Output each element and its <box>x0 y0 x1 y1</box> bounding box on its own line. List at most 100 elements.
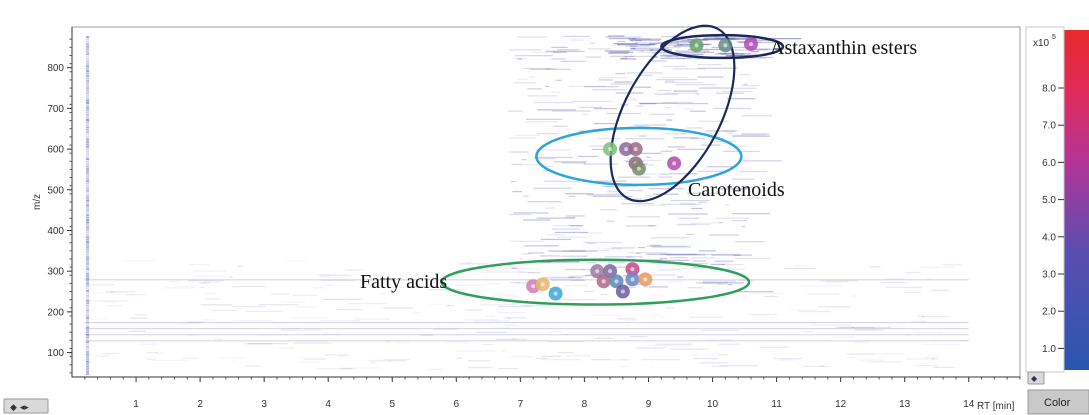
y-axis-ticks: 100 200 300 400 500 600 700 800 <box>47 38 72 374</box>
signal-trace <box>620 365 630 368</box>
column-trace <box>86 223 90 226</box>
signal-trace <box>630 49 654 51</box>
signal-trace <box>623 319 637 322</box>
column-trace <box>86 192 90 195</box>
signal-trace <box>691 257 716 259</box>
column-trace <box>86 255 90 258</box>
signal-trace <box>383 307 414 309</box>
signal-trace <box>320 279 356 282</box>
signal-trace <box>727 284 733 286</box>
signal-trace <box>542 261 580 263</box>
horizontal-resize-control[interactable]: ◆ ◂▸ <box>3 398 49 414</box>
signal-trace <box>630 47 636 50</box>
signal-trace <box>917 315 925 317</box>
signal-trace <box>200 304 232 306</box>
signal-trace <box>677 148 705 150</box>
signal-trace <box>708 234 739 236</box>
signal-trace <box>722 130 738 132</box>
signal-trace <box>313 287 326 289</box>
signal-trace <box>540 238 571 241</box>
column-trace <box>86 307 90 309</box>
signal-trace <box>851 295 857 297</box>
signal-trace <box>731 178 755 180</box>
column-trace <box>86 197 90 200</box>
column-trace <box>86 372 90 375</box>
signal-trace <box>659 55 690 57</box>
column-trace <box>86 297 90 300</box>
signal-trace <box>711 365 728 367</box>
column-trace <box>86 109 90 112</box>
signal-trace <box>869 266 881 268</box>
signal-trace <box>884 278 904 280</box>
column-trace <box>86 355 90 358</box>
signal-trace <box>714 260 734 262</box>
signal-trace <box>514 55 553 57</box>
signal-trace <box>698 201 707 203</box>
signal-trace <box>624 159 662 161</box>
data-point-center <box>748 42 753 47</box>
column-trace <box>86 160 90 163</box>
signal-trace <box>701 329 739 332</box>
signal-trace <box>529 76 536 78</box>
signal-trace <box>428 303 443 306</box>
signal-trace <box>665 56 672 58</box>
signal-trace <box>615 72 626 75</box>
signal-trace <box>551 46 568 48</box>
colorbar-resize-button[interactable]: ◆ <box>1027 371 1045 385</box>
signal-trace <box>599 293 609 296</box>
x-tick-label: 4 <box>325 399 331 410</box>
signal-trace <box>564 284 588 287</box>
signal-trace <box>583 290 595 293</box>
column-trace <box>86 138 90 141</box>
column-trace <box>86 106 90 109</box>
column-trace <box>86 182 90 185</box>
column-trace <box>86 272 90 275</box>
signal-trace <box>607 192 628 194</box>
column-trace <box>86 363 90 366</box>
signal-trace <box>508 151 529 153</box>
signal-trace <box>482 296 522 298</box>
signal-trace <box>811 324 852 326</box>
data-point-center <box>636 166 641 171</box>
signal-trace <box>699 362 729 364</box>
signal-trace <box>871 353 904 355</box>
color-button[interactable]: Color <box>1027 389 1089 415</box>
signal-trace <box>929 339 971 341</box>
signal-trace <box>668 44 682 46</box>
column-trace <box>86 35 90 38</box>
signal-trace <box>691 267 706 269</box>
signal-trace <box>570 279 585 282</box>
signal-trace <box>551 58 566 60</box>
signal-trace <box>759 346 790 348</box>
signal-trace <box>799 310 831 313</box>
signal-trace <box>637 246 646 249</box>
x-axis-ticks: 1 2 3 4 5 6 7 8 9 10 11 12 13 14 <box>84 377 1021 410</box>
data-point-center <box>531 284 536 289</box>
signal-trace <box>481 271 522 273</box>
data-point-center <box>601 279 606 284</box>
signal-trace <box>553 125 568 127</box>
signal-trace <box>705 130 735 132</box>
column-trace <box>86 194 90 197</box>
column-trace <box>86 111 90 114</box>
signal-trace <box>84 318 107 320</box>
column-trace <box>86 360 90 363</box>
signal-trace <box>465 261 472 264</box>
signal-trace <box>628 38 662 40</box>
column-trace <box>86 199 90 202</box>
signal-trace <box>481 344 494 346</box>
signal-trace <box>388 360 406 362</box>
signal-trace <box>543 169 548 172</box>
signal-trace <box>665 307 676 309</box>
signal-trace <box>694 217 701 219</box>
signal-trace <box>428 368 443 371</box>
signal-trace <box>192 270 227 272</box>
signal-trace <box>163 287 196 289</box>
signal-trace <box>498 306 533 308</box>
signal-trace <box>868 361 903 363</box>
signal-trace <box>243 343 273 345</box>
column-trace <box>86 341 90 344</box>
signal-trace <box>563 35 590 37</box>
y-tick-label: 100 <box>47 348 64 359</box>
signal-trace <box>546 68 557 70</box>
